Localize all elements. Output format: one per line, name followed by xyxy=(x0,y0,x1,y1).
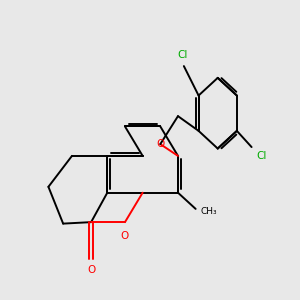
Text: O: O xyxy=(87,266,95,275)
Text: Cl: Cl xyxy=(256,152,266,161)
Text: Cl: Cl xyxy=(177,50,188,60)
Text: O: O xyxy=(121,231,129,241)
Text: O: O xyxy=(156,139,164,149)
Text: CH₃: CH₃ xyxy=(200,207,217,216)
